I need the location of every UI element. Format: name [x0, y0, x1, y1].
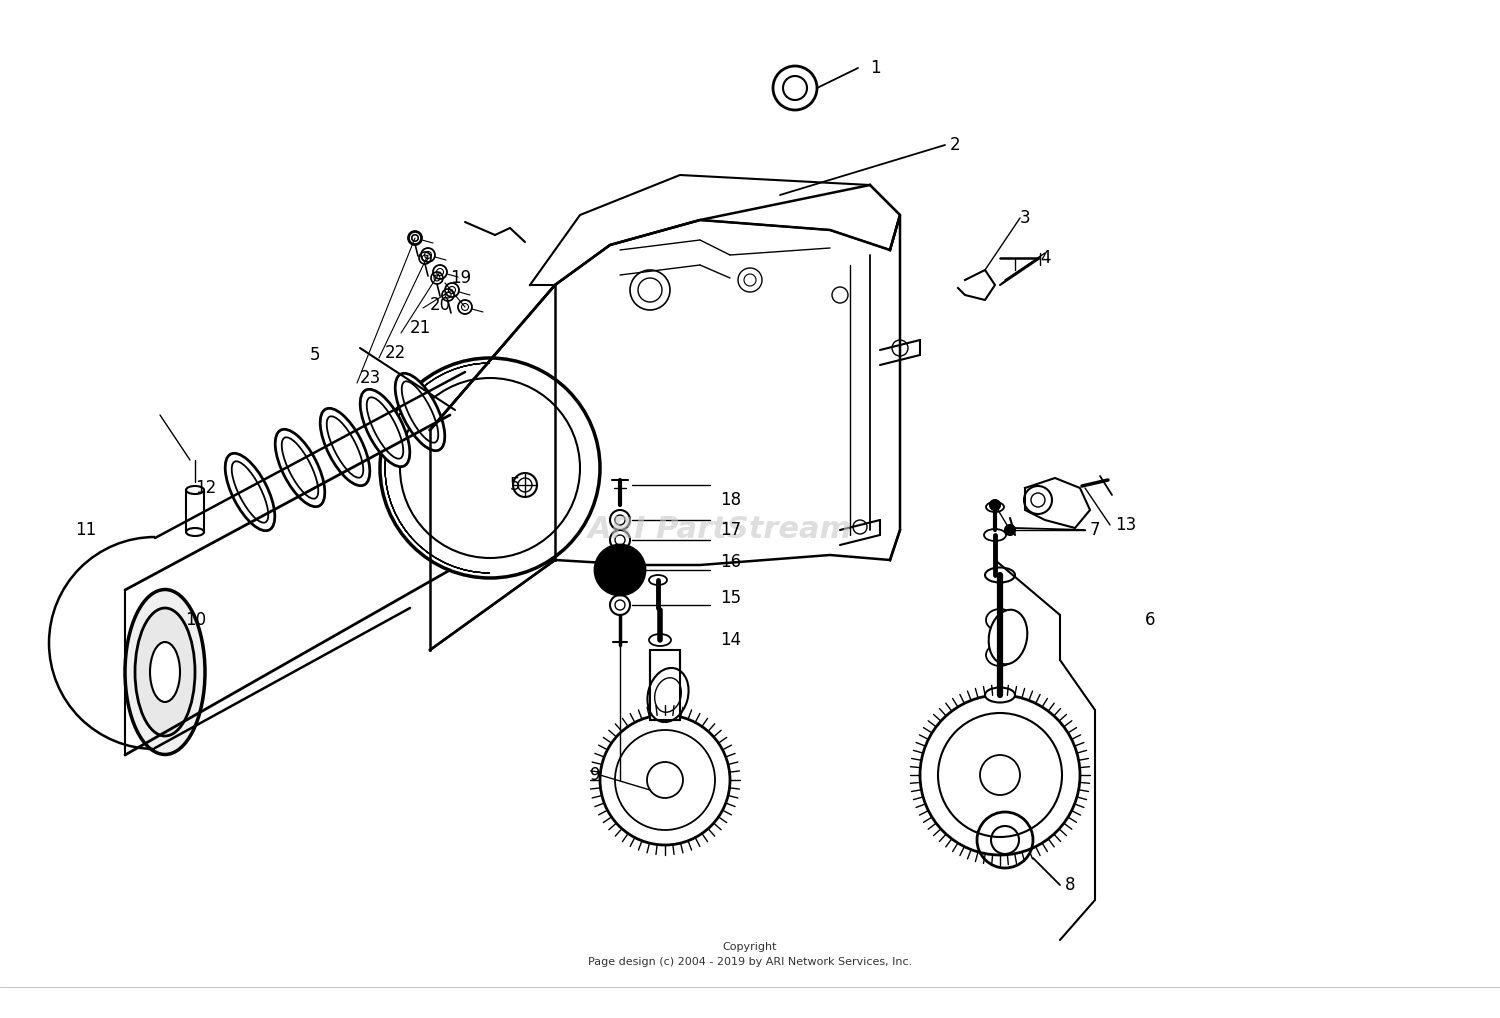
- Text: 9: 9: [590, 766, 600, 784]
- Ellipse shape: [327, 416, 363, 477]
- Ellipse shape: [124, 589, 206, 754]
- Ellipse shape: [986, 609, 1014, 631]
- Text: ARI PartStream: ARI PartStream: [588, 515, 852, 544]
- Text: 19: 19: [450, 269, 471, 287]
- Text: 22: 22: [386, 344, 406, 362]
- Text: 14: 14: [720, 631, 741, 649]
- Ellipse shape: [274, 430, 326, 507]
- Text: 16: 16: [720, 553, 741, 571]
- Ellipse shape: [650, 575, 668, 585]
- Ellipse shape: [231, 461, 268, 522]
- Text: 17: 17: [720, 521, 741, 539]
- Ellipse shape: [135, 608, 195, 736]
- Text: 2: 2: [950, 136, 960, 154]
- Ellipse shape: [988, 610, 1028, 665]
- Ellipse shape: [282, 438, 318, 499]
- Ellipse shape: [150, 642, 180, 702]
- Text: 3: 3: [1020, 209, 1031, 227]
- Ellipse shape: [986, 502, 1004, 512]
- Text: 5: 5: [510, 476, 520, 494]
- Text: 15: 15: [720, 589, 741, 607]
- Ellipse shape: [394, 374, 445, 451]
- Ellipse shape: [986, 567, 1016, 582]
- Text: 10: 10: [184, 611, 206, 629]
- Text: 7: 7: [1090, 521, 1101, 539]
- Text: 4: 4: [1040, 249, 1050, 267]
- Text: 12: 12: [195, 479, 216, 497]
- Ellipse shape: [986, 644, 1014, 666]
- Ellipse shape: [402, 382, 438, 443]
- Ellipse shape: [186, 528, 204, 536]
- FancyBboxPatch shape: [650, 651, 680, 720]
- Ellipse shape: [648, 668, 688, 722]
- Circle shape: [596, 545, 645, 595]
- Text: 18: 18: [720, 491, 741, 509]
- Circle shape: [990, 500, 1000, 510]
- Text: Copyright
Page design (c) 2004 - 2019 by ARI Network Services, Inc.: Copyright Page design (c) 2004 - 2019 by…: [588, 943, 912, 967]
- Text: 6: 6: [1144, 611, 1155, 629]
- Text: 13: 13: [1114, 516, 1137, 534]
- Ellipse shape: [984, 529, 1006, 541]
- Text: 21: 21: [410, 319, 432, 337]
- Ellipse shape: [360, 389, 410, 466]
- Ellipse shape: [986, 687, 1016, 702]
- Ellipse shape: [654, 678, 681, 713]
- Text: 23: 23: [360, 369, 381, 387]
- Ellipse shape: [225, 453, 274, 530]
- Text: 5: 5: [310, 346, 321, 364]
- Ellipse shape: [366, 397, 404, 459]
- Text: 20: 20: [430, 296, 451, 314]
- Text: 1: 1: [870, 59, 880, 77]
- Ellipse shape: [320, 408, 370, 486]
- Ellipse shape: [186, 486, 204, 494]
- Text: 11: 11: [75, 521, 96, 539]
- Ellipse shape: [650, 634, 670, 646]
- Circle shape: [1005, 525, 1016, 535]
- Text: 8: 8: [1065, 876, 1076, 894]
